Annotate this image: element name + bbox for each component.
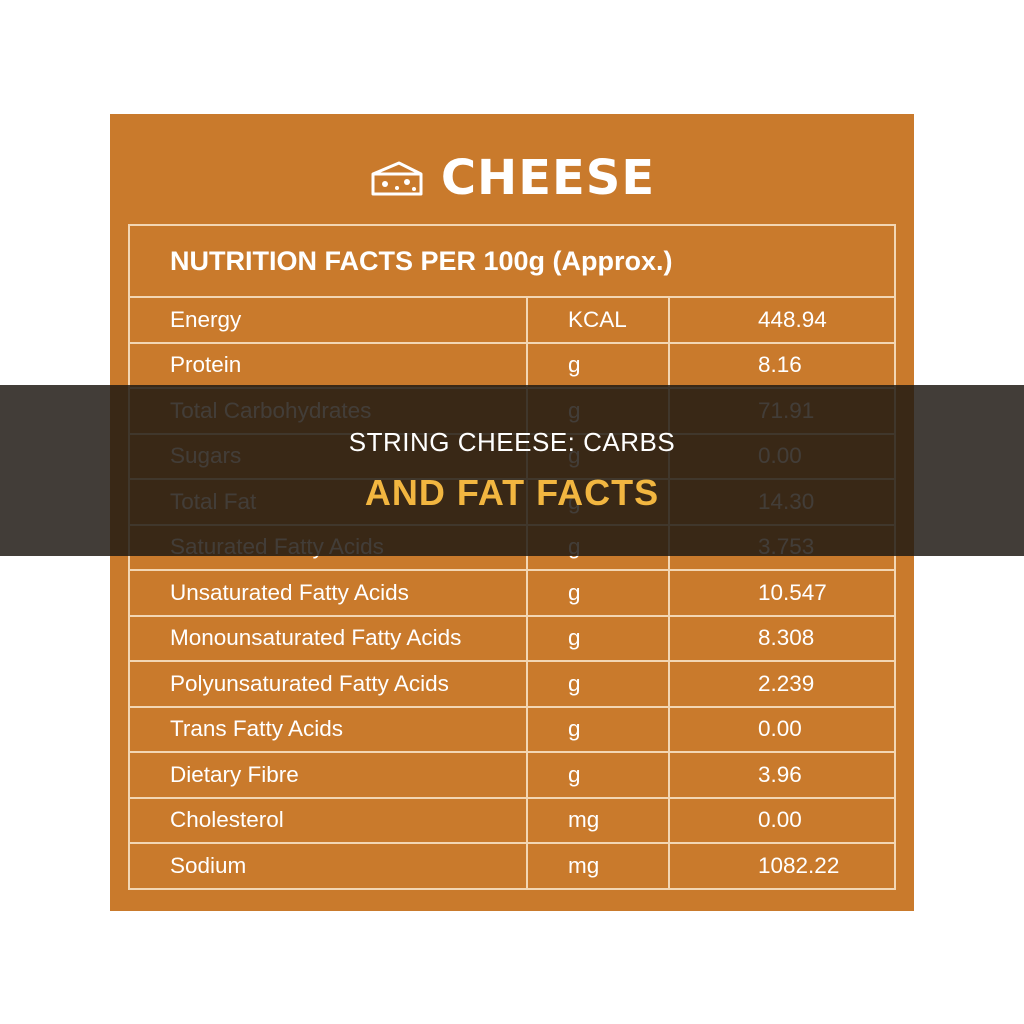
table-title: NUTRITION FACTS PER 100g (Approx.) [128, 224, 896, 298]
nutrient-value: 2.239 [668, 660, 896, 708]
nutrient-name: Cholesterol [128, 796, 528, 844]
table-row: Sodium mg 1082.22 [128, 842, 896, 890]
table-row: Trans Fatty Acids g 0.00 [128, 705, 896, 753]
nutrient-unit: g [526, 569, 670, 617]
table-row: Dietary Fibre g 3.96 [128, 751, 896, 799]
nutrient-value: 10.547 [668, 569, 896, 617]
nutrient-unit: g [526, 614, 670, 662]
nutrient-name: Protein [128, 341, 528, 389]
nutrient-name: Trans Fatty Acids [128, 705, 528, 753]
nutrient-value: 1082.22 [668, 842, 896, 890]
table-row: Unsaturated Fatty Acids g 10.547 [128, 569, 896, 617]
table-row: Cholesterol mg 0.00 [128, 796, 896, 844]
nutrient-name: Monounsaturated Fatty Acids [128, 614, 528, 662]
nutrient-value: 8.308 [668, 614, 896, 662]
nutrient-value: 3.96 [668, 751, 896, 799]
table-row: Energy KCAL 448.94 [128, 296, 896, 344]
nutrient-name: Sodium [128, 842, 528, 890]
nutrient-name: Energy [128, 296, 528, 344]
headline-line-2: AND FAT FACTS [364, 472, 660, 513]
nutrient-unit: g [526, 751, 670, 799]
headline-line-1: STRING CHEESE: CARBS [348, 427, 676, 457]
nutrient-value: 448.94 [668, 296, 896, 344]
nutrient-unit: g [526, 660, 670, 708]
nutrient-name: Polyunsaturated Fatty Acids [128, 660, 528, 708]
cheese-icon [371, 161, 423, 196]
nutrient-unit: g [526, 341, 670, 389]
nutrient-name: Unsaturated Fatty Acids [128, 569, 528, 617]
nutrient-name: Dietary Fibre [128, 751, 528, 799]
nutrient-value: 0.00 [668, 705, 896, 753]
brand-title: CHEESE [440, 150, 656, 206]
nutrient-unit: g [526, 705, 670, 753]
nutrient-value: 0.00 [668, 796, 896, 844]
table-row: Protein g 8.16 [128, 341, 896, 389]
nutrient-value: 8.16 [668, 341, 896, 389]
nutrient-unit: mg [526, 842, 670, 890]
table-row: Polyunsaturated Fatty Acids g 2.239 [128, 660, 896, 708]
nutrition-table: NUTRITION FACTS PER 100g (Approx.) Energ… [128, 224, 896, 890]
brand-header: CHEESE [110, 148, 914, 208]
nutrient-unit: KCAL [526, 296, 670, 344]
nutrient-unit: mg [526, 796, 670, 844]
table-row: Monounsaturated Fatty Acids g 8.308 [128, 614, 896, 662]
headline-banner: STRING CHEESE: CARBS AND FAT FACTS [0, 385, 1024, 556]
